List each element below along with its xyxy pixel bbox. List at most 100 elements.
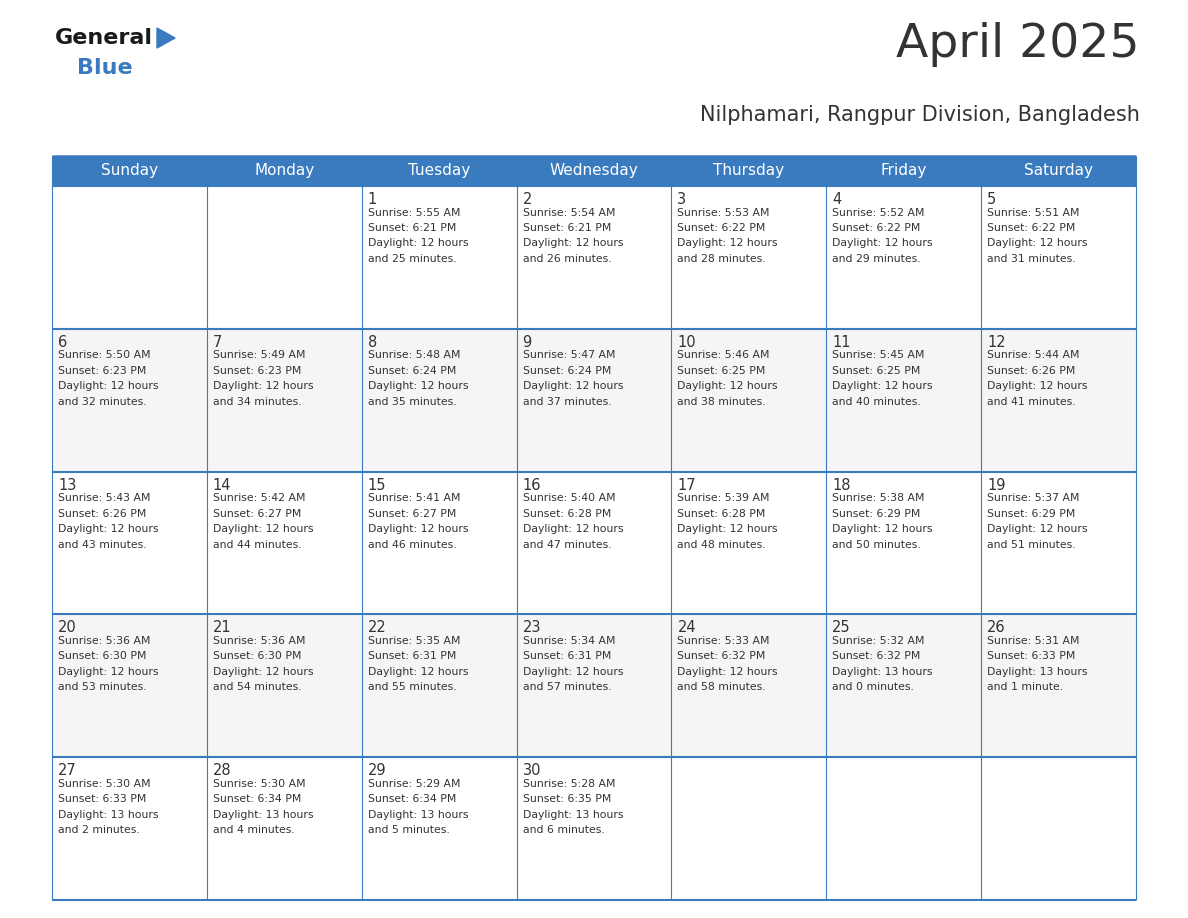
Text: Daylight: 12 hours: Daylight: 12 hours [677, 381, 778, 391]
Bar [671, 156, 827, 186]
Text: 17: 17 [677, 477, 696, 493]
Text: and 54 minutes.: and 54 minutes. [213, 682, 302, 692]
Text: Sunrise: 5:46 AM: Sunrise: 5:46 AM [677, 351, 770, 360]
Text: 1: 1 [368, 192, 377, 207]
Bar [52, 472, 207, 614]
Text: 3: 3 [677, 192, 687, 207]
Text: Sunrise: 5:37 AM: Sunrise: 5:37 AM [987, 493, 1080, 503]
Text: Sunset: 6:25 PM: Sunset: 6:25 PM [833, 365, 921, 375]
Text: Monday: Monday [254, 163, 315, 178]
Text: Sunset: 6:22 PM: Sunset: 6:22 PM [987, 223, 1075, 233]
Bar [827, 186, 981, 329]
Text: Sunrise: 5:30 AM: Sunrise: 5:30 AM [58, 778, 151, 789]
Text: Daylight: 12 hours: Daylight: 12 hours [523, 239, 623, 249]
Bar [517, 472, 671, 614]
Text: Sunset: 6:28 PM: Sunset: 6:28 PM [677, 509, 766, 519]
Text: 28: 28 [213, 763, 232, 778]
Text: Sunset: 6:31 PM: Sunset: 6:31 PM [368, 652, 456, 661]
Bar [207, 472, 361, 614]
Text: Daylight: 12 hours: Daylight: 12 hours [58, 666, 158, 677]
Text: and 50 minutes.: and 50 minutes. [833, 540, 921, 550]
Text: Sunrise: 5:33 AM: Sunrise: 5:33 AM [677, 636, 770, 646]
Bar [361, 186, 517, 329]
Text: 2: 2 [523, 192, 532, 207]
Text: Sunrise: 5:48 AM: Sunrise: 5:48 AM [368, 351, 460, 360]
Text: Sunset: 6:23 PM: Sunset: 6:23 PM [58, 365, 146, 375]
Text: Daylight: 13 hours: Daylight: 13 hours [987, 666, 1088, 677]
Text: and 37 minutes.: and 37 minutes. [523, 397, 611, 407]
Text: 7: 7 [213, 335, 222, 350]
Text: Daylight: 12 hours: Daylight: 12 hours [58, 381, 158, 391]
Bar [671, 757, 827, 900]
Text: and 26 minutes.: and 26 minutes. [523, 254, 611, 264]
Text: and 40 minutes.: and 40 minutes. [833, 397, 921, 407]
Text: 4: 4 [833, 192, 841, 207]
Bar [827, 472, 981, 614]
Text: and 58 minutes.: and 58 minutes. [677, 682, 766, 692]
Bar [671, 614, 827, 757]
Text: and 1 minute.: and 1 minute. [987, 682, 1063, 692]
Text: Sunset: 6:25 PM: Sunset: 6:25 PM [677, 365, 766, 375]
Text: Sunset: 6:26 PM: Sunset: 6:26 PM [987, 365, 1075, 375]
Text: Daylight: 13 hours: Daylight: 13 hours [368, 810, 468, 820]
Text: Sunrise: 5:35 AM: Sunrise: 5:35 AM [368, 636, 460, 646]
Text: and 41 minutes.: and 41 minutes. [987, 397, 1076, 407]
Bar [671, 472, 827, 614]
Text: Daylight: 12 hours: Daylight: 12 hours [368, 239, 468, 249]
Bar [981, 329, 1136, 472]
Text: Sunset: 6:33 PM: Sunset: 6:33 PM [987, 652, 1075, 661]
Text: Sunrise: 5:53 AM: Sunrise: 5:53 AM [677, 207, 770, 218]
Text: Sunset: 6:35 PM: Sunset: 6:35 PM [523, 794, 611, 804]
Text: Daylight: 12 hours: Daylight: 12 hours [523, 524, 623, 534]
Text: and 31 minutes.: and 31 minutes. [987, 254, 1076, 264]
Text: Sunrise: 5:54 AM: Sunrise: 5:54 AM [523, 207, 615, 218]
Polygon shape [157, 28, 175, 48]
Bar [207, 329, 361, 472]
Text: Sunset: 6:27 PM: Sunset: 6:27 PM [213, 509, 302, 519]
Bar [52, 156, 207, 186]
Text: Daylight: 12 hours: Daylight: 12 hours [987, 381, 1088, 391]
Text: and 35 minutes.: and 35 minutes. [368, 397, 456, 407]
Bar [361, 614, 517, 757]
Text: and 25 minutes.: and 25 minutes. [368, 254, 456, 264]
Text: 11: 11 [833, 335, 851, 350]
Text: Daylight: 12 hours: Daylight: 12 hours [523, 381, 623, 391]
Text: 15: 15 [368, 477, 386, 493]
Text: 8: 8 [368, 335, 377, 350]
Bar [52, 757, 207, 900]
Text: Daylight: 13 hours: Daylight: 13 hours [833, 666, 933, 677]
Bar [361, 329, 517, 472]
Text: Wednesday: Wednesday [550, 163, 638, 178]
Text: Sunrise: 5:29 AM: Sunrise: 5:29 AM [368, 778, 460, 789]
Text: 12: 12 [987, 335, 1006, 350]
Bar [671, 329, 827, 472]
Bar [827, 156, 981, 186]
Text: Sunset: 6:34 PM: Sunset: 6:34 PM [368, 794, 456, 804]
Text: 26: 26 [987, 621, 1006, 635]
Bar [361, 472, 517, 614]
Bar [517, 757, 671, 900]
Text: and 51 minutes.: and 51 minutes. [987, 540, 1076, 550]
Text: and 32 minutes.: and 32 minutes. [58, 397, 146, 407]
Text: Sunrise: 5:40 AM: Sunrise: 5:40 AM [523, 493, 615, 503]
Text: and 47 minutes.: and 47 minutes. [523, 540, 611, 550]
Text: 27: 27 [58, 763, 77, 778]
Text: Daylight: 13 hours: Daylight: 13 hours [523, 810, 623, 820]
Text: Sunset: 6:34 PM: Sunset: 6:34 PM [213, 794, 302, 804]
Bar [207, 757, 361, 900]
Text: Sunrise: 5:43 AM: Sunrise: 5:43 AM [58, 493, 151, 503]
Text: 30: 30 [523, 763, 541, 778]
Bar [207, 186, 361, 329]
Bar [207, 156, 361, 186]
Text: 5: 5 [987, 192, 997, 207]
Text: and 38 minutes.: and 38 minutes. [677, 397, 766, 407]
Text: Sunrise: 5:44 AM: Sunrise: 5:44 AM [987, 351, 1080, 360]
Text: Sunrise: 5:32 AM: Sunrise: 5:32 AM [833, 636, 924, 646]
Text: Sunset: 6:22 PM: Sunset: 6:22 PM [677, 223, 766, 233]
Text: Saturday: Saturday [1024, 163, 1093, 178]
Text: Sunrise: 5:51 AM: Sunrise: 5:51 AM [987, 207, 1080, 218]
Bar [52, 186, 207, 329]
Text: Sunset: 6:21 PM: Sunset: 6:21 PM [523, 223, 611, 233]
Bar [981, 757, 1136, 900]
Text: Daylight: 12 hours: Daylight: 12 hours [987, 239, 1088, 249]
